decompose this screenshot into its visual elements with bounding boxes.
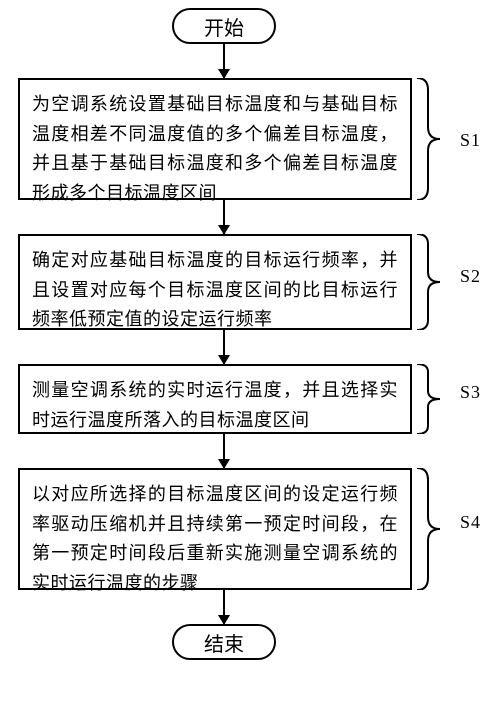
- end-terminator: 结束: [172, 624, 276, 660]
- process-s2-text: 确定对应基础目标温度的目标运行频率，并且设置对应每个目标温度区间的比目标运行频率…: [32, 250, 398, 329]
- brace-s1: [414, 78, 434, 200]
- start-terminator: 开始: [172, 8, 276, 44]
- process-s4: 以对应所选择的目标温度区间的设定运行频率驱动压缩机并且持续第一预定时间段，在第一…: [18, 468, 412, 590]
- process-s1: 为空调系统设置基础目标温度和与基础目标温度相差不同温度值的多个偏差目标温度，并且…: [18, 78, 412, 200]
- arrow-s4-end: [223, 590, 225, 624]
- brace-s4: [414, 468, 434, 590]
- arrow-s2-s3: [223, 330, 225, 364]
- arrow-s3-s4: [223, 434, 225, 468]
- process-s3-text: 测量空调系统的实时运行温度，并且选择实时运行温度所落入的目标温度区间: [32, 380, 398, 430]
- arrow-start-s1: [223, 44, 225, 78]
- end-label: 结束: [204, 628, 244, 657]
- process-s2: 确定对应基础目标温度的目标运行频率，并且设置对应每个目标温度区间的比目标运行频率…: [18, 234, 412, 330]
- step-label-s4: S4: [460, 512, 481, 533]
- process-s1-text: 为空调系统设置基础目标温度和与基础目标温度相差不同温度值的多个偏差目标温度，并且…: [32, 94, 398, 203]
- process-s3: 测量空调系统的实时运行温度，并且选择实时运行温度所落入的目标温度区间: [18, 364, 412, 434]
- process-s4-text: 以对应所选择的目标温度区间的设定运行频率驱动压缩机并且持续第一预定时间段，在第一…: [32, 484, 398, 593]
- step-label-s1: S1: [460, 130, 481, 151]
- brace-s2: [414, 234, 434, 330]
- start-label: 开始: [204, 12, 244, 41]
- step-label-s3: S3: [460, 382, 481, 403]
- arrow-s1-s2: [223, 200, 225, 234]
- flowchart-container: 开始 为空调系统设置基础目标温度和与基础目标温度相差不同温度值的多个偏差目标温度…: [0, 0, 500, 701]
- brace-s3: [414, 364, 434, 434]
- step-label-s2: S2: [460, 266, 481, 287]
